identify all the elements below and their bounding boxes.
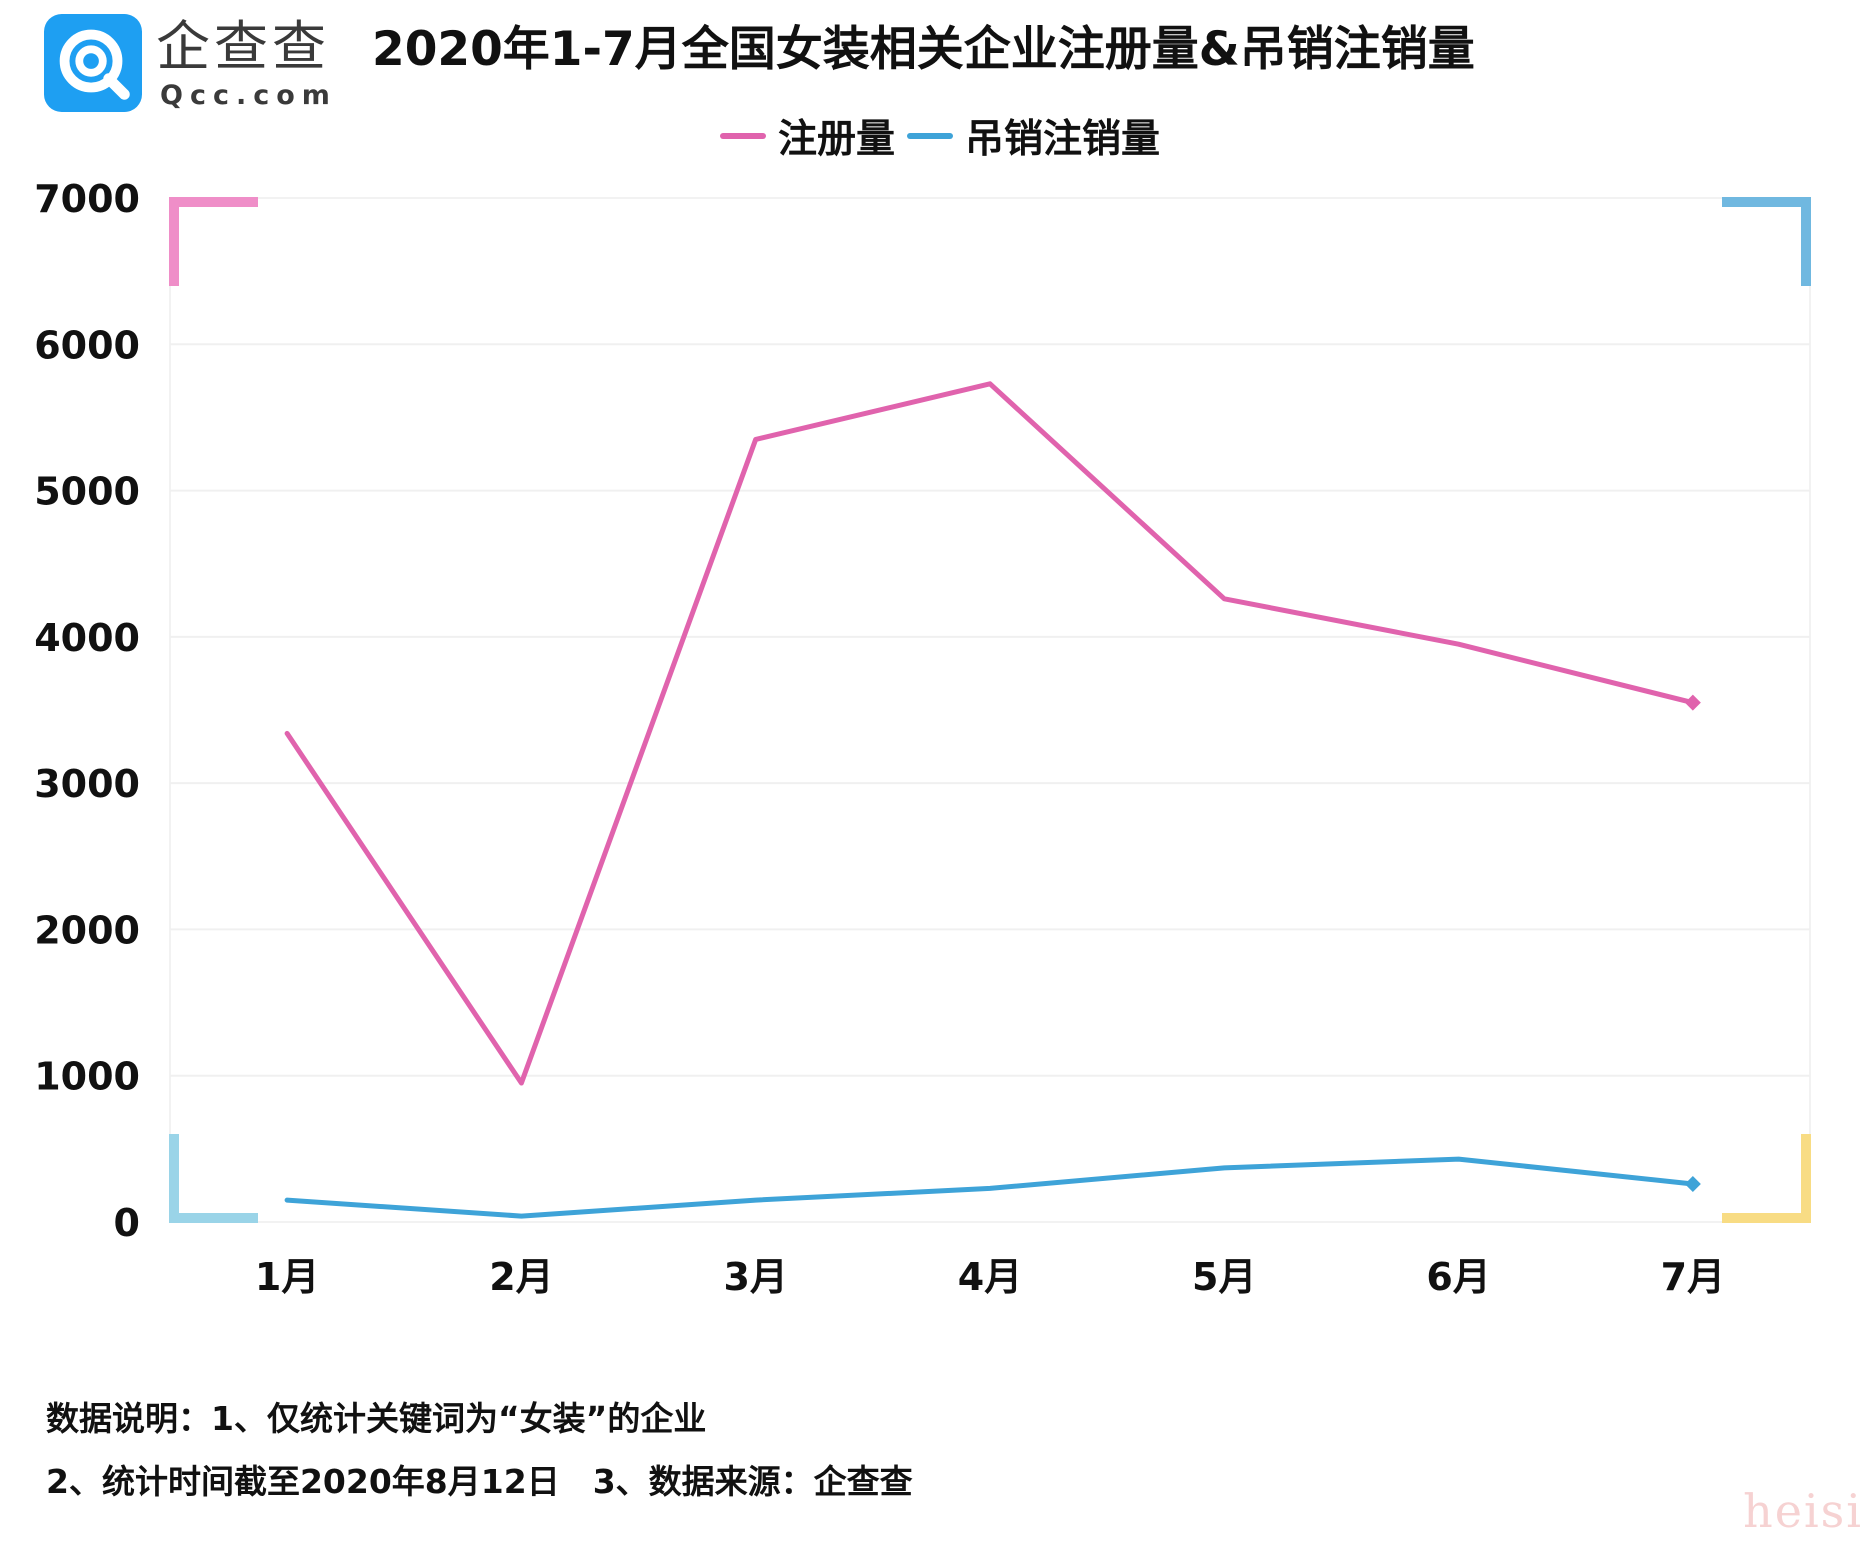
chart-title: 2020年1-7月全国女装相关企业注册量&吊销注销量 (372, 22, 1475, 77)
x-tick-label: 5月 (1192, 1255, 1256, 1299)
qcc-logo: 企查查 Qcc.com (44, 14, 344, 114)
x-tick-label: 6月 (1426, 1255, 1490, 1299)
qcc-logo-icon (44, 14, 142, 112)
series-end-marker (1684, 694, 1701, 711)
legend-swatch-registrations (720, 133, 766, 139)
x-tick-label: 7月 (1661, 1255, 1725, 1299)
x-tick-label: 2月 (489, 1255, 553, 1299)
x-tick-label: 1月 (255, 1255, 319, 1299)
legend-swatch-cancellations (907, 133, 954, 139)
corner-bracket-top-right (1722, 197, 1811, 286)
legend-item-cancellations: 吊销注销量 (907, 108, 1160, 164)
corner-bracket-top-left (169, 197, 258, 286)
x-tick-label: 3月 (723, 1255, 787, 1299)
data-note-line-1: 数据说明：1、仅统计关键词为“女装”的企业 (46, 1399, 707, 1438)
corner-bracket-bottom-left (169, 1134, 258, 1223)
legend-label-cancellations: 吊销注销量 (965, 117, 1161, 162)
series-line-registrations (284, 381, 1696, 1086)
y-tick-label: 2000 (34, 908, 140, 952)
brand-name-cn: 企查查 (156, 15, 330, 78)
y-tick-label: 3000 (34, 762, 140, 806)
series-line-cancellations (284, 1156, 1696, 1219)
watermark: heisi (1743, 1484, 1863, 1538)
brand-name-en: Qcc.com (160, 80, 337, 111)
legend-item-registrations: 注册量 (720, 108, 895, 164)
y-tick-label: 4000 (34, 616, 140, 660)
y-tick-label: 7000 (34, 177, 140, 221)
y-tick-label: 1000 (34, 1055, 140, 1099)
y-tick-label: 5000 (34, 470, 140, 514)
data-note-line-2: 2、统计时间截至2020年8月12日 3、数据来源：企查查 (46, 1462, 913, 1501)
y-tick-label: 6000 (34, 323, 140, 367)
plot-frame (169, 197, 1811, 1223)
series-end-marker (1684, 1175, 1701, 1192)
x-tick-label: 4月 (958, 1255, 1022, 1299)
chart-legend: 注册量 吊销注销量 (720, 108, 1172, 164)
legend-label-registrations: 注册量 (778, 117, 896, 162)
corner-bracket-bottom-right (1722, 1134, 1811, 1223)
y-tick-label: 0 (114, 1201, 140, 1245)
